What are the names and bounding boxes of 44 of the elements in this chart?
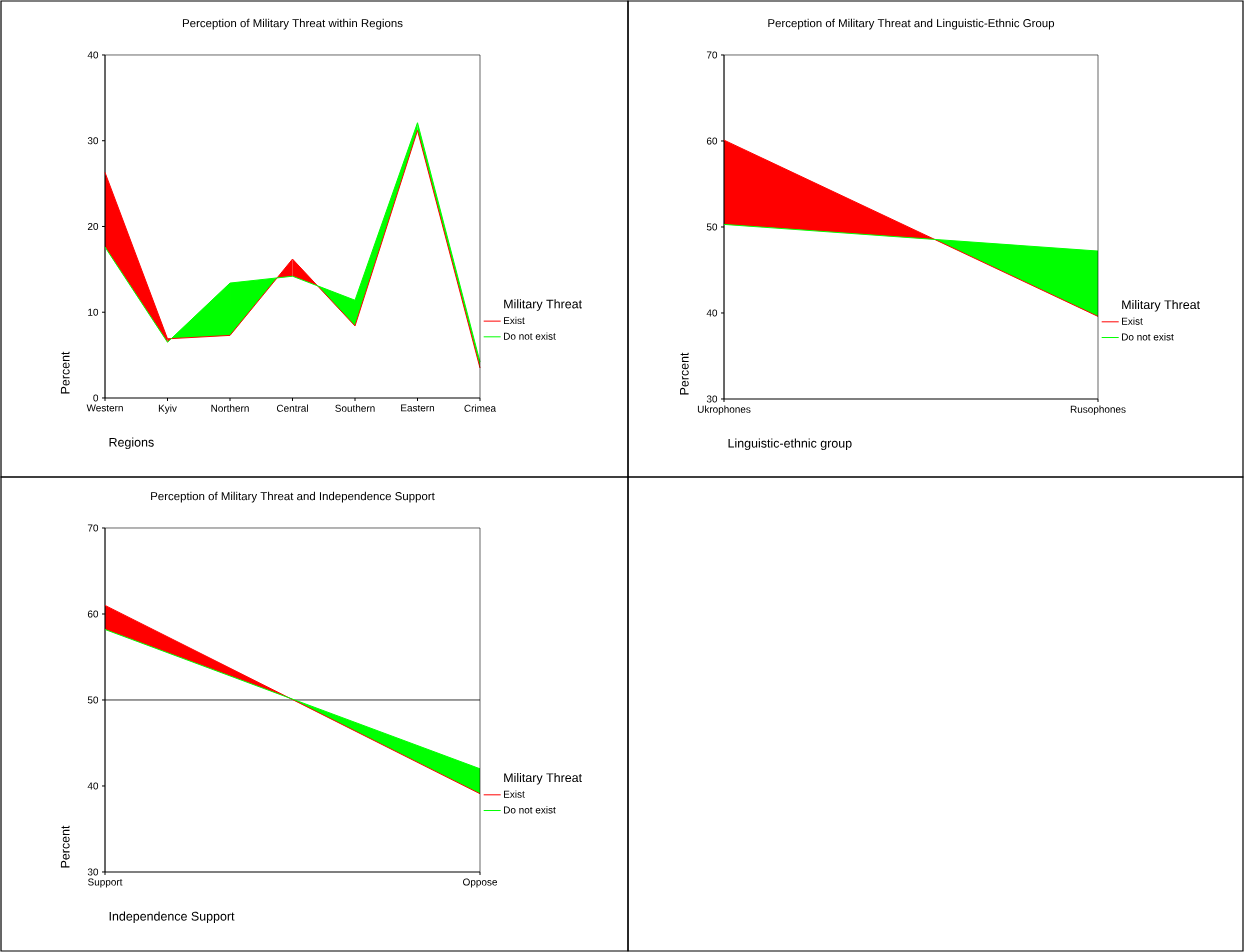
y-tick-label: 60 (706, 137, 718, 145)
x-axis-title: Independence Support (109, 911, 235, 924)
chart-title: Perception of Military Threat within Regions (182, 18, 403, 30)
y-axis-title: Percent (680, 352, 689, 395)
x-tick-label: Rusophones (1070, 405, 1126, 415)
x-tick-label: Central (276, 404, 308, 412)
y-tick-label: 70 (706, 51, 718, 59)
legend-label: Do not exist (504, 806, 556, 814)
y-tick-label: 70 (87, 524, 99, 532)
legend-label: Exist (504, 316, 525, 325)
chart-title: Perception of Military Threat and Independence Support (151, 491, 435, 503)
x-tick-label: Support (88, 878, 123, 888)
legend-label: Exist (504, 790, 525, 798)
x-tick-label: Ukrophones (697, 405, 751, 415)
y-tick-label: 50 (706, 223, 718, 231)
y-axis-title: Percent (60, 825, 70, 868)
legend-title: Military Threat (504, 299, 582, 311)
y-tick-label: 30 (706, 395, 718, 403)
x-axis-title: Regions (109, 437, 154, 450)
x-tick-label: Kyiv (158, 404, 177, 414)
y-tick-label: 40 (87, 782, 99, 790)
x-tick-label: Western (86, 404, 123, 412)
y-tick-label: 0 (93, 394, 99, 402)
y-tick-label: 60 (87, 610, 99, 618)
x-tick-label: Oppose (463, 878, 498, 888)
legend-label: Do not exist (1122, 333, 1174, 341)
y-tick-label: 30 (87, 868, 99, 876)
x-tick-label: Eastern (401, 404, 435, 412)
x-tick-label: Northern (211, 404, 249, 412)
y-tick-label: 20 (87, 222, 99, 231)
legend-label: Exist (1122, 317, 1143, 325)
legend-label: Do not exist (504, 332, 556, 340)
legend-title: Military Threat (504, 772, 582, 785)
x-tick-label: Crimea (464, 404, 497, 412)
legend-title: Military Threat (1122, 299, 1200, 312)
y-tick-label: 50 (87, 696, 99, 704)
x-tick-label: Southern (335, 404, 375, 412)
y-axis-title: Percent (60, 351, 70, 394)
x-axis-title: Linguistic-ethnic group (728, 438, 852, 451)
y-tick-label: 30 (87, 137, 99, 145)
chart-title: Perception of Military Threat and Linguistic-Ethnic Group (768, 18, 1055, 30)
y-tick-label: 40 (706, 309, 718, 317)
y-tick-label: 10 (88, 308, 99, 316)
y-tick-label: 40 (87, 51, 99, 59)
